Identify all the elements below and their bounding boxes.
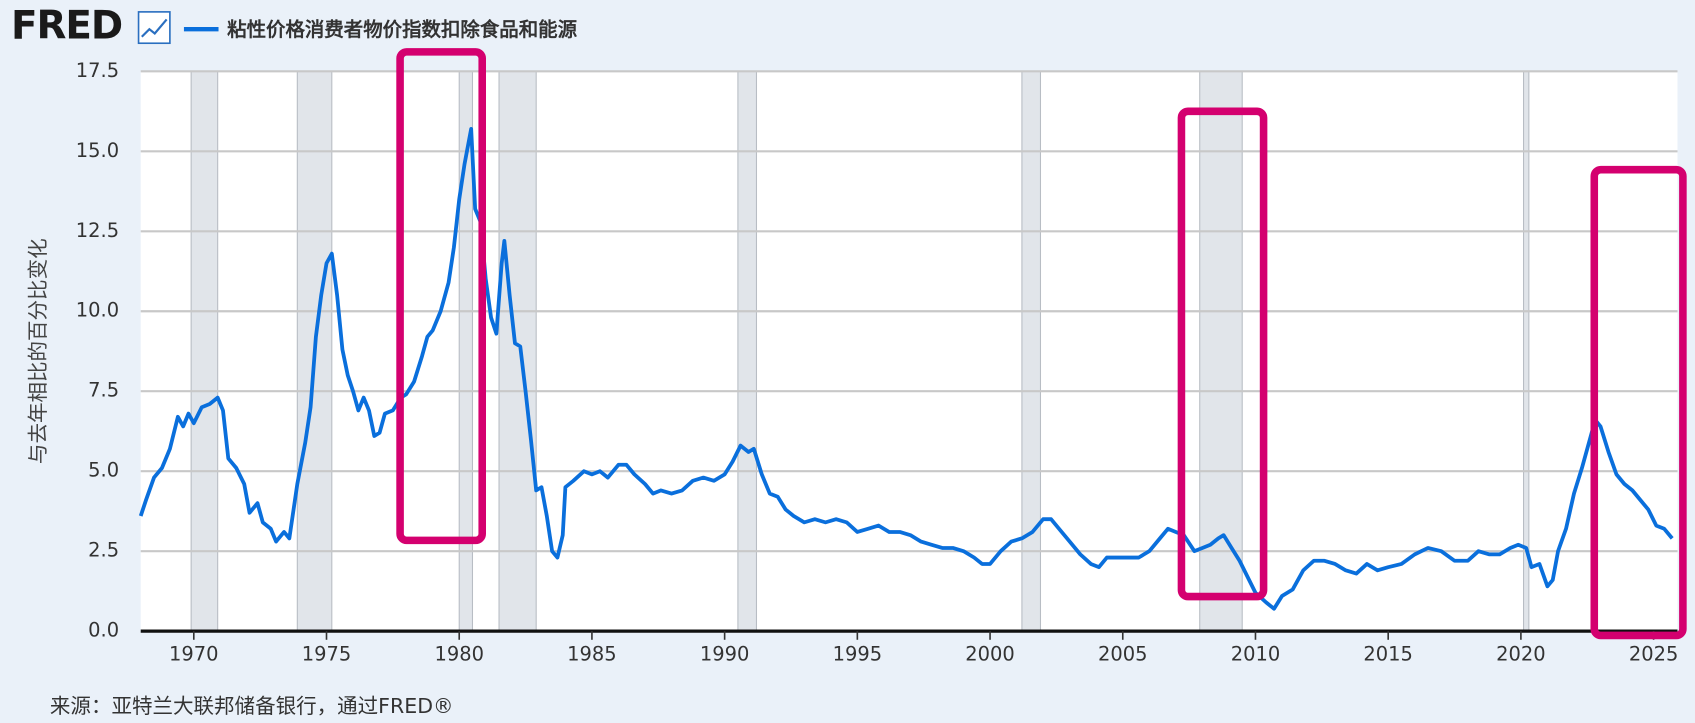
x-tick-label: 1970: [169, 642, 218, 665]
x-tick-label: 2000: [965, 642, 1014, 665]
y-tick-label: 7.5: [88, 379, 119, 402]
y-axis-label: 与去年相比的百分比变化: [26, 238, 50, 464]
y-tick-label: 15.0: [76, 139, 119, 162]
highlight-box: [1177, 107, 1268, 601]
x-tick-label: 2025: [1629, 642, 1678, 665]
data-line: [138, 127, 1674, 611]
recession-band: [1021, 70, 1042, 632]
recession-band: [498, 70, 537, 632]
y-tick-label: 12.5: [76, 219, 119, 242]
logo-icon: [137, 11, 171, 45]
y-tick-label: 0.0: [88, 619, 119, 642]
x-tick-label: 1985: [567, 642, 616, 665]
source: 来源：亚特兰大联邦储备银行，通过FRED®: [50, 694, 454, 718]
x-tick-label: 2010: [1231, 642, 1280, 665]
y-tick-label: 17.5: [76, 59, 119, 82]
y-tick-label: 10.0: [76, 299, 119, 322]
highlight-box: [1590, 165, 1687, 640]
x-tick-label: 1990: [700, 642, 749, 665]
x-tick-label: 1980: [434, 642, 483, 665]
logo: FRED: [11, 4, 122, 49]
highlight-boxes: [396, 48, 1687, 640]
x-tick-label: 2020: [1496, 642, 1545, 665]
recession-band: [190, 70, 219, 632]
x-tick-label: 1975: [302, 642, 351, 665]
highlight-box: [396, 48, 486, 545]
y-tick-label: 5.0: [88, 459, 119, 482]
recession-band: [737, 70, 758, 632]
x-tick-label: 1995: [833, 642, 882, 665]
y-tick-label: 2.5: [88, 539, 119, 562]
x-tick-label: 2005: [1098, 642, 1147, 665]
x-tick-label: 2015: [1363, 642, 1412, 665]
plot-area: [140, 71, 1678, 632]
legend-label: 粘性价格消费者物价指数扣除食品和能源: [227, 18, 577, 41]
